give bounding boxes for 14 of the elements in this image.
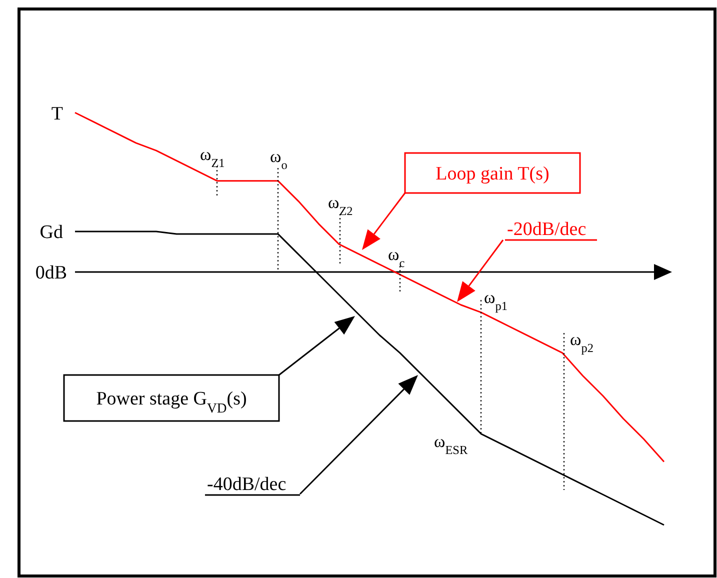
annotation: ω$_{Z2}$ <box>328 193 353 218</box>
series-label: T <box>51 103 64 124</box>
annotation: ω$_{p1}$ <box>484 288 508 313</box>
series-label: Gd <box>40 222 64 244</box>
annotation: -20dB/dec <box>507 219 586 240</box>
annotation: Power stage G$_{VD}$(s) <box>96 388 247 416</box>
annotation: ω$_{p2}$ <box>570 330 594 355</box>
annotation: ω$_{c}$ <box>388 245 406 270</box>
y-axis-title: 0dB <box>35 262 67 284</box>
annotation: ω$_{ESR}$ <box>434 432 468 457</box>
annotation: Loop gain T(s) <box>436 164 550 185</box>
annotation: -40dB/dec <box>207 474 286 495</box>
annotation: ω$_{o}$ <box>270 147 288 172</box>
annotation: ω$_{Z1}$ <box>200 145 225 170</box>
